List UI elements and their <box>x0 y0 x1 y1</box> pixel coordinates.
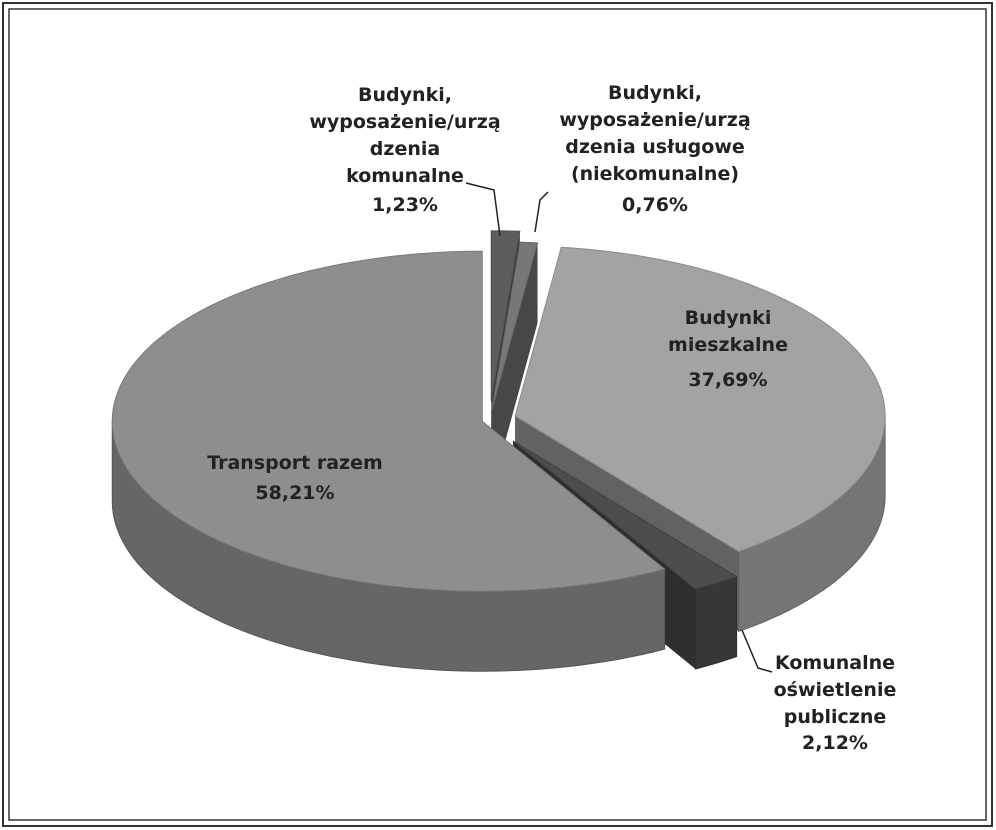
leader-line <box>741 629 773 673</box>
slice <box>490 230 521 401</box>
slice-label: Transport razem <box>207 452 383 474</box>
value-label: 58,21% <box>255 482 335 504</box>
slice-label: Budynki, wyposażenie/urzą dzenia komunal… <box>309 84 501 187</box>
slice <box>490 241 539 412</box>
inner-frame <box>8 8 987 821</box>
slice <box>514 246 886 552</box>
slice <box>111 250 666 592</box>
slice-cut-wall <box>491 242 538 492</box>
value-label: 0,76% <box>622 194 688 216</box>
leader-line <box>534 191 549 233</box>
value-label: 1,23% <box>372 194 438 216</box>
leader-line <box>465 182 501 237</box>
slice-label: Budynki mieszkalne <box>668 307 788 356</box>
value-label: 37,69% <box>688 369 768 391</box>
value-label: 2,12% <box>802 732 868 754</box>
slice-label: Komunalne oświetlenie publiczne <box>773 652 897 728</box>
slice <box>512 440 738 590</box>
slice-side <box>694 575 738 670</box>
slice-label: Budynki, wyposażenie/urzą dzenia usługow… <box>559 82 751 185</box>
